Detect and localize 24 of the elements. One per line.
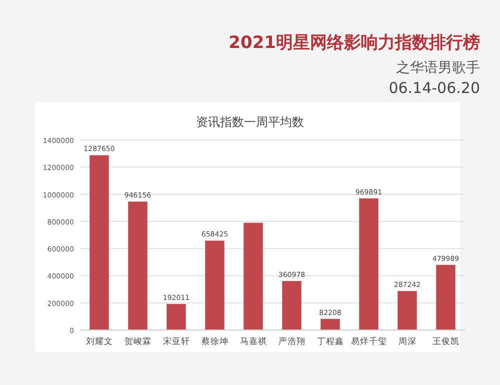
x-tick-label: 丁程鑫 xyxy=(316,336,344,347)
text: 资讯指数一周平均数 xyxy=(196,115,304,129)
bar xyxy=(359,198,378,330)
x-tick-label: 贺峻霖 xyxy=(124,336,152,347)
x-tick-label: 宋亚轩 xyxy=(162,336,190,347)
x-tick-label: 严浩翔 xyxy=(278,336,306,347)
x-tick-label: 马嘉祺 xyxy=(240,336,267,347)
bar xyxy=(244,222,263,330)
chart-title: 2021明星网络影响力指数排行榜 xyxy=(228,33,480,53)
bar xyxy=(436,264,456,330)
bar xyxy=(166,304,186,330)
bar xyxy=(320,318,340,330)
chart-subtitle: 之华语男歌手 xyxy=(396,60,480,76)
x-tick-label: 刘耀文 xyxy=(86,336,113,347)
x-tick-label: 王俊凯 xyxy=(432,336,460,347)
bar xyxy=(282,281,302,330)
x-tick-label: 易烊千玺 xyxy=(350,336,387,347)
bar xyxy=(398,291,417,330)
bar xyxy=(128,202,148,330)
text: 06.14-06.20 xyxy=(388,79,480,97)
x-tick-label: 蔡徐坤 xyxy=(201,336,228,347)
bar xyxy=(90,155,109,330)
x-tick-label: 周深 xyxy=(398,336,416,347)
bar xyxy=(205,240,224,330)
